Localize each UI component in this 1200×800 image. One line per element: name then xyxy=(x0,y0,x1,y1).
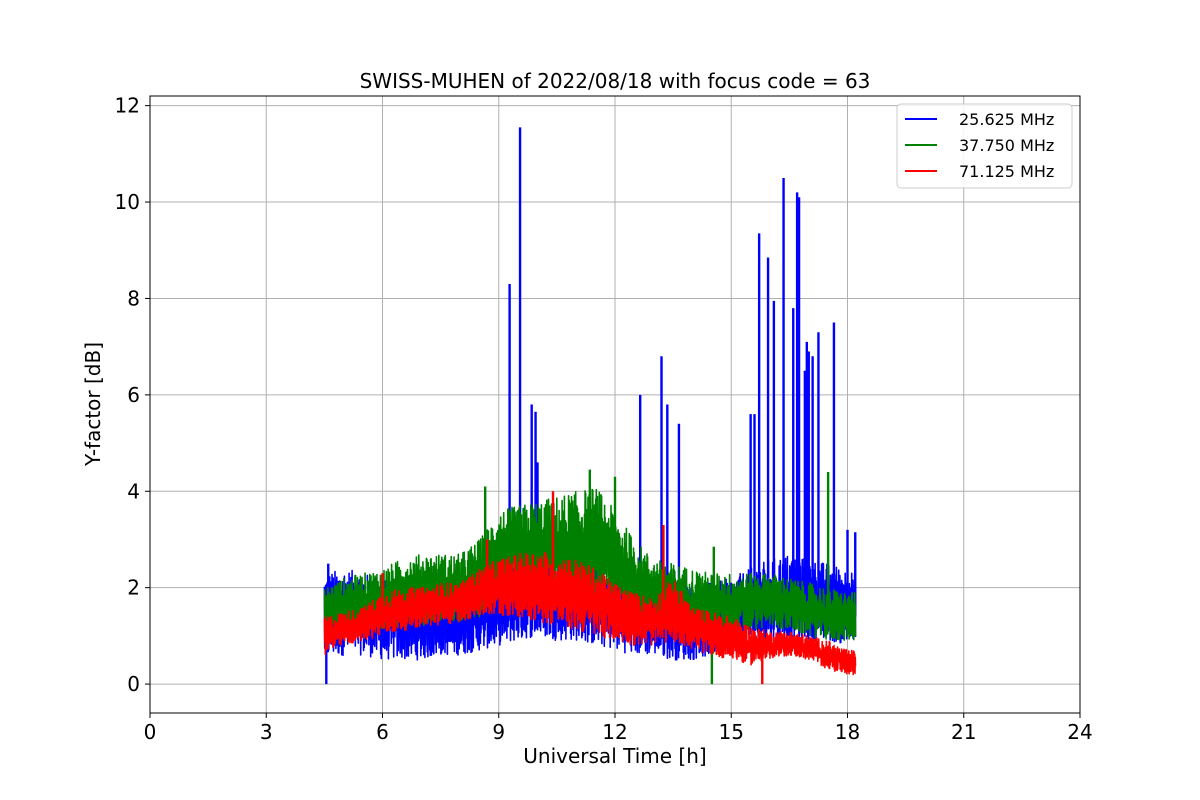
y-tick-label: 4 xyxy=(127,479,140,503)
x-tick-label: 24 xyxy=(1067,720,1092,744)
series-25-625-MHz xyxy=(323,127,857,685)
legend-label: 37.750 MHz xyxy=(959,136,1054,155)
x-tick-label: 0 xyxy=(144,720,157,744)
y-axis-label: Y-factor [dB] xyxy=(81,342,105,467)
x-tick-label: 18 xyxy=(835,720,860,744)
series-layer xyxy=(323,127,857,685)
x-tick-label: 6 xyxy=(376,720,389,744)
x-tick-label: 21 xyxy=(951,720,976,744)
x-tick-label: 9 xyxy=(492,720,505,744)
series-line xyxy=(323,551,857,676)
x-tick-label: 12 xyxy=(602,720,627,744)
y-tick-label: 2 xyxy=(127,576,140,600)
legend-label: 25.625 MHz xyxy=(959,110,1054,129)
series-37-750-MHz xyxy=(323,469,857,685)
x-tick-label: 15 xyxy=(719,720,744,744)
y-tick-label: 10 xyxy=(115,190,140,214)
legend: 25.625 MHz 37.750 MHz 71.125 MHz xyxy=(896,103,1073,189)
chart-title: SWISS-MUHEN of 2022/08/18 with focus cod… xyxy=(360,69,871,93)
y-tick-label: 8 xyxy=(127,286,140,310)
legend-label: 71.125 MHz xyxy=(959,162,1054,181)
y-tick-label: 12 xyxy=(115,94,140,118)
legend-box xyxy=(896,103,1073,189)
x-axis-label: Universal Time [h] xyxy=(523,744,706,768)
y-tick-label: 0 xyxy=(127,672,140,696)
series-71-125-MHz xyxy=(323,491,857,685)
x-tick-label: 3 xyxy=(260,720,273,744)
y-tick-label: 6 xyxy=(127,383,140,407)
